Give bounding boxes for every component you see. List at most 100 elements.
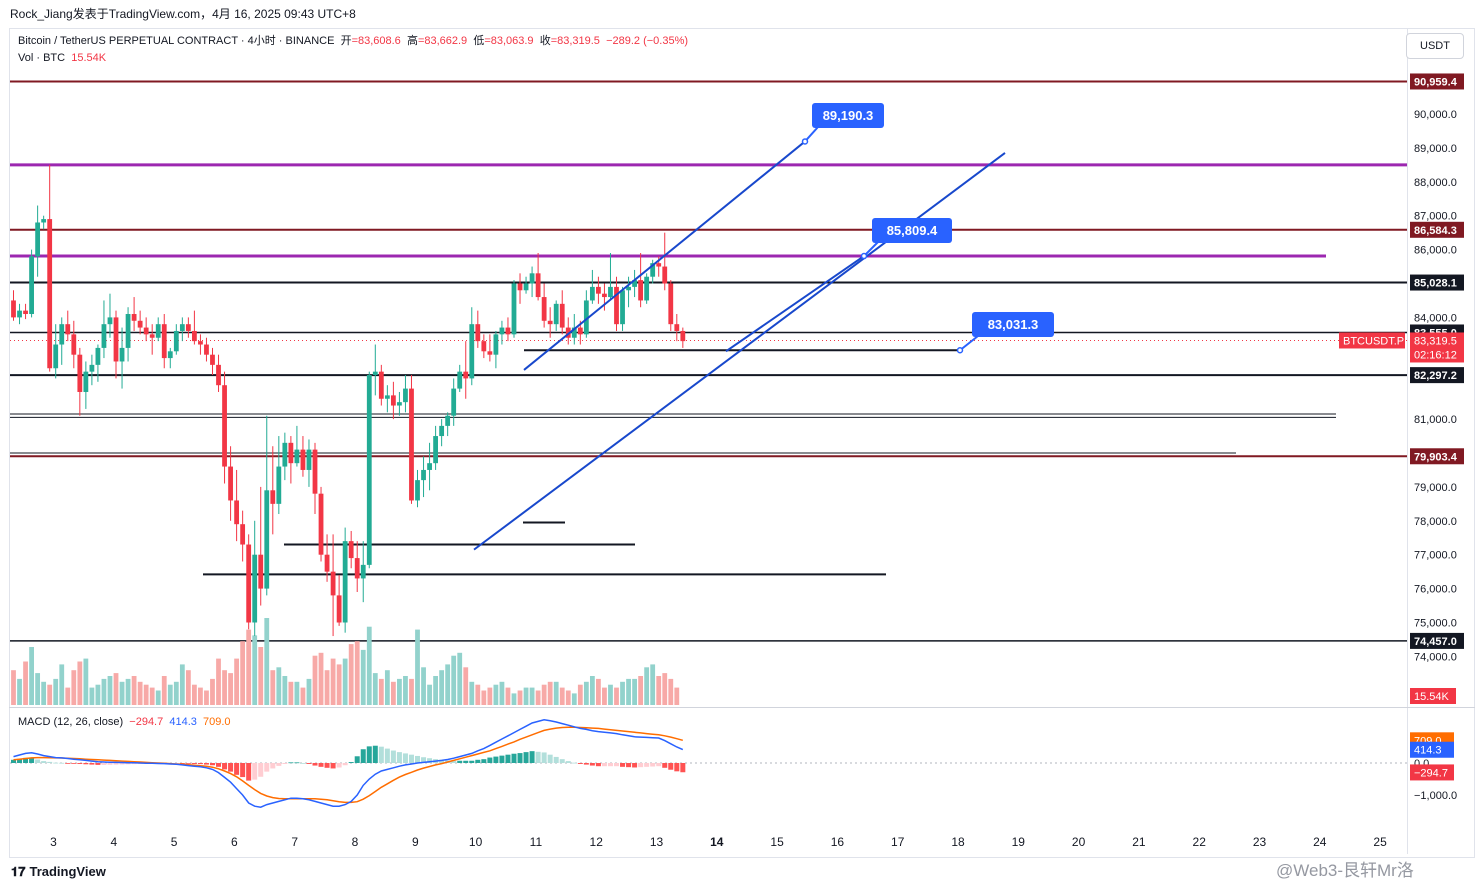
volume-bar (409, 678, 414, 705)
candle-body (240, 524, 246, 545)
volume-bar (149, 687, 155, 705)
volume-bar (179, 664, 185, 705)
candle-body (192, 330, 197, 342)
macd-label[interactable]: MACD (12, 26, close) (18, 716, 124, 728)
candle-body (457, 371, 463, 389)
volume-bar (457, 652, 463, 705)
macd-histogram-bar (77, 763, 83, 764)
volume-bar (234, 658, 240, 705)
close-value: =83,319.5 (550, 35, 600, 47)
time-tick-label: 9 (412, 835, 419, 849)
candle-body (246, 544, 252, 623)
price-level-label: 79,903.4 (1414, 451, 1458, 463)
candle-body (342, 541, 348, 623)
candle-body (17, 310, 22, 318)
candle-body (415, 480, 420, 501)
macd-histogram-bar (487, 757, 493, 763)
volume-bar (650, 664, 656, 705)
candle-body (475, 324, 481, 342)
symbol-legend[interactable]: Bitcoin / TetherUS PERPETUAL CONTRACT · … (18, 34, 688, 48)
candle-body (571, 327, 577, 338)
price-level-tag (1410, 632, 1464, 649)
candle-body (107, 317, 113, 325)
time-tick-label: 5 (171, 835, 178, 849)
callout-pointer (959, 335, 979, 352)
tradingview-logo[interactable]: 𝟏𝟕 TradingView (11, 864, 106, 880)
macd-histogram-bar (17, 758, 23, 763)
candle-body (41, 219, 47, 223)
candle-body (366, 375, 372, 565)
channel-lower-line (473, 152, 1006, 551)
volume-bars (11, 618, 680, 705)
macd-legend[interactable]: MACD (12, 26, close) −294.7 414.3 709.0 (18, 715, 231, 729)
candle-body (626, 286, 631, 291)
candle-body (541, 297, 547, 321)
candle-body (674, 324, 680, 331)
candle-body (306, 449, 312, 470)
volume-bar (596, 678, 601, 705)
candle-body (270, 490, 276, 504)
candle-body (294, 449, 300, 464)
candle-body (469, 324, 475, 379)
volume-bar (565, 690, 571, 705)
macd-histogram-bar (131, 763, 137, 765)
macd-histogram-bar (626, 763, 632, 768)
volume-bar (535, 690, 541, 705)
macd-histogram-bar (523, 752, 529, 763)
candle-body (547, 320, 553, 325)
candle-body (336, 595, 342, 623)
candle-body (463, 371, 469, 379)
volume-bar (336, 664, 342, 705)
candle-body (288, 442, 294, 464)
macd-histogram-bar (191, 763, 197, 764)
volume-bar (360, 649, 366, 705)
macd-histogram-bar (360, 749, 366, 763)
volume-bar (161, 676, 167, 705)
macd-histogram-bar (41, 761, 47, 763)
volume-bar (131, 676, 137, 705)
candle-body (318, 493, 324, 555)
chart-attribution: Rock_Jiang发表于TradingView.com，4月 16, 2025… (10, 7, 356, 21)
candle-body (499, 327, 505, 335)
macd-histogram-bar (421, 757, 427, 763)
currency-button[interactable]: USDT (1406, 33, 1464, 59)
volume-bar (306, 678, 312, 705)
candle-body (614, 286, 619, 325)
time-tick-label: 23 (1253, 835, 1267, 849)
volume-bar (421, 667, 426, 705)
candle-body (77, 354, 83, 392)
candle-body (228, 466, 233, 501)
candle-body (390, 395, 396, 406)
macd-histogram-bar (234, 763, 240, 775)
volume-bar (384, 670, 390, 705)
last-price-tag (1410, 332, 1464, 363)
volume-bar (348, 644, 354, 705)
candle-body (602, 293, 607, 298)
macd-histogram-bar (517, 753, 523, 763)
symbol-description[interactable]: Bitcoin / TetherUS PERPETUAL CONTRACT · … (18, 35, 335, 47)
macd-line-value: 414.3 (169, 716, 197, 728)
macd-histogram-bar (662, 763, 668, 768)
price-level-tag (1410, 221, 1464, 238)
macd-histogram-bar (294, 762, 300, 764)
macd-histogram-bar (65, 763, 71, 764)
volume-bar (427, 684, 432, 705)
time-tick-label: 18 (951, 835, 965, 849)
macd-histogram-bar (680, 763, 686, 773)
volume-label[interactable]: Vol · BTC (18, 52, 66, 64)
price-level-tag (1410, 367, 1464, 384)
pane-separator[interactable] (9, 707, 1475, 708)
candle-body (282, 442, 288, 467)
candle-body (29, 256, 34, 315)
watermark: @Web3-艮轩Mr洛 (1276, 861, 1414, 880)
volume-bar (397, 678, 402, 705)
candle-body (155, 324, 161, 338)
candle-body (125, 314, 131, 348)
macd-histogram-bar (372, 745, 378, 763)
time-tick-label: 7 (291, 835, 298, 849)
macd-histogram-bar (216, 763, 222, 767)
callout-label: 89,190.3 (823, 108, 874, 123)
volume-legend[interactable]: Vol · BTC 15.54K (18, 51, 106, 65)
macd-histogram-bar (475, 759, 481, 763)
